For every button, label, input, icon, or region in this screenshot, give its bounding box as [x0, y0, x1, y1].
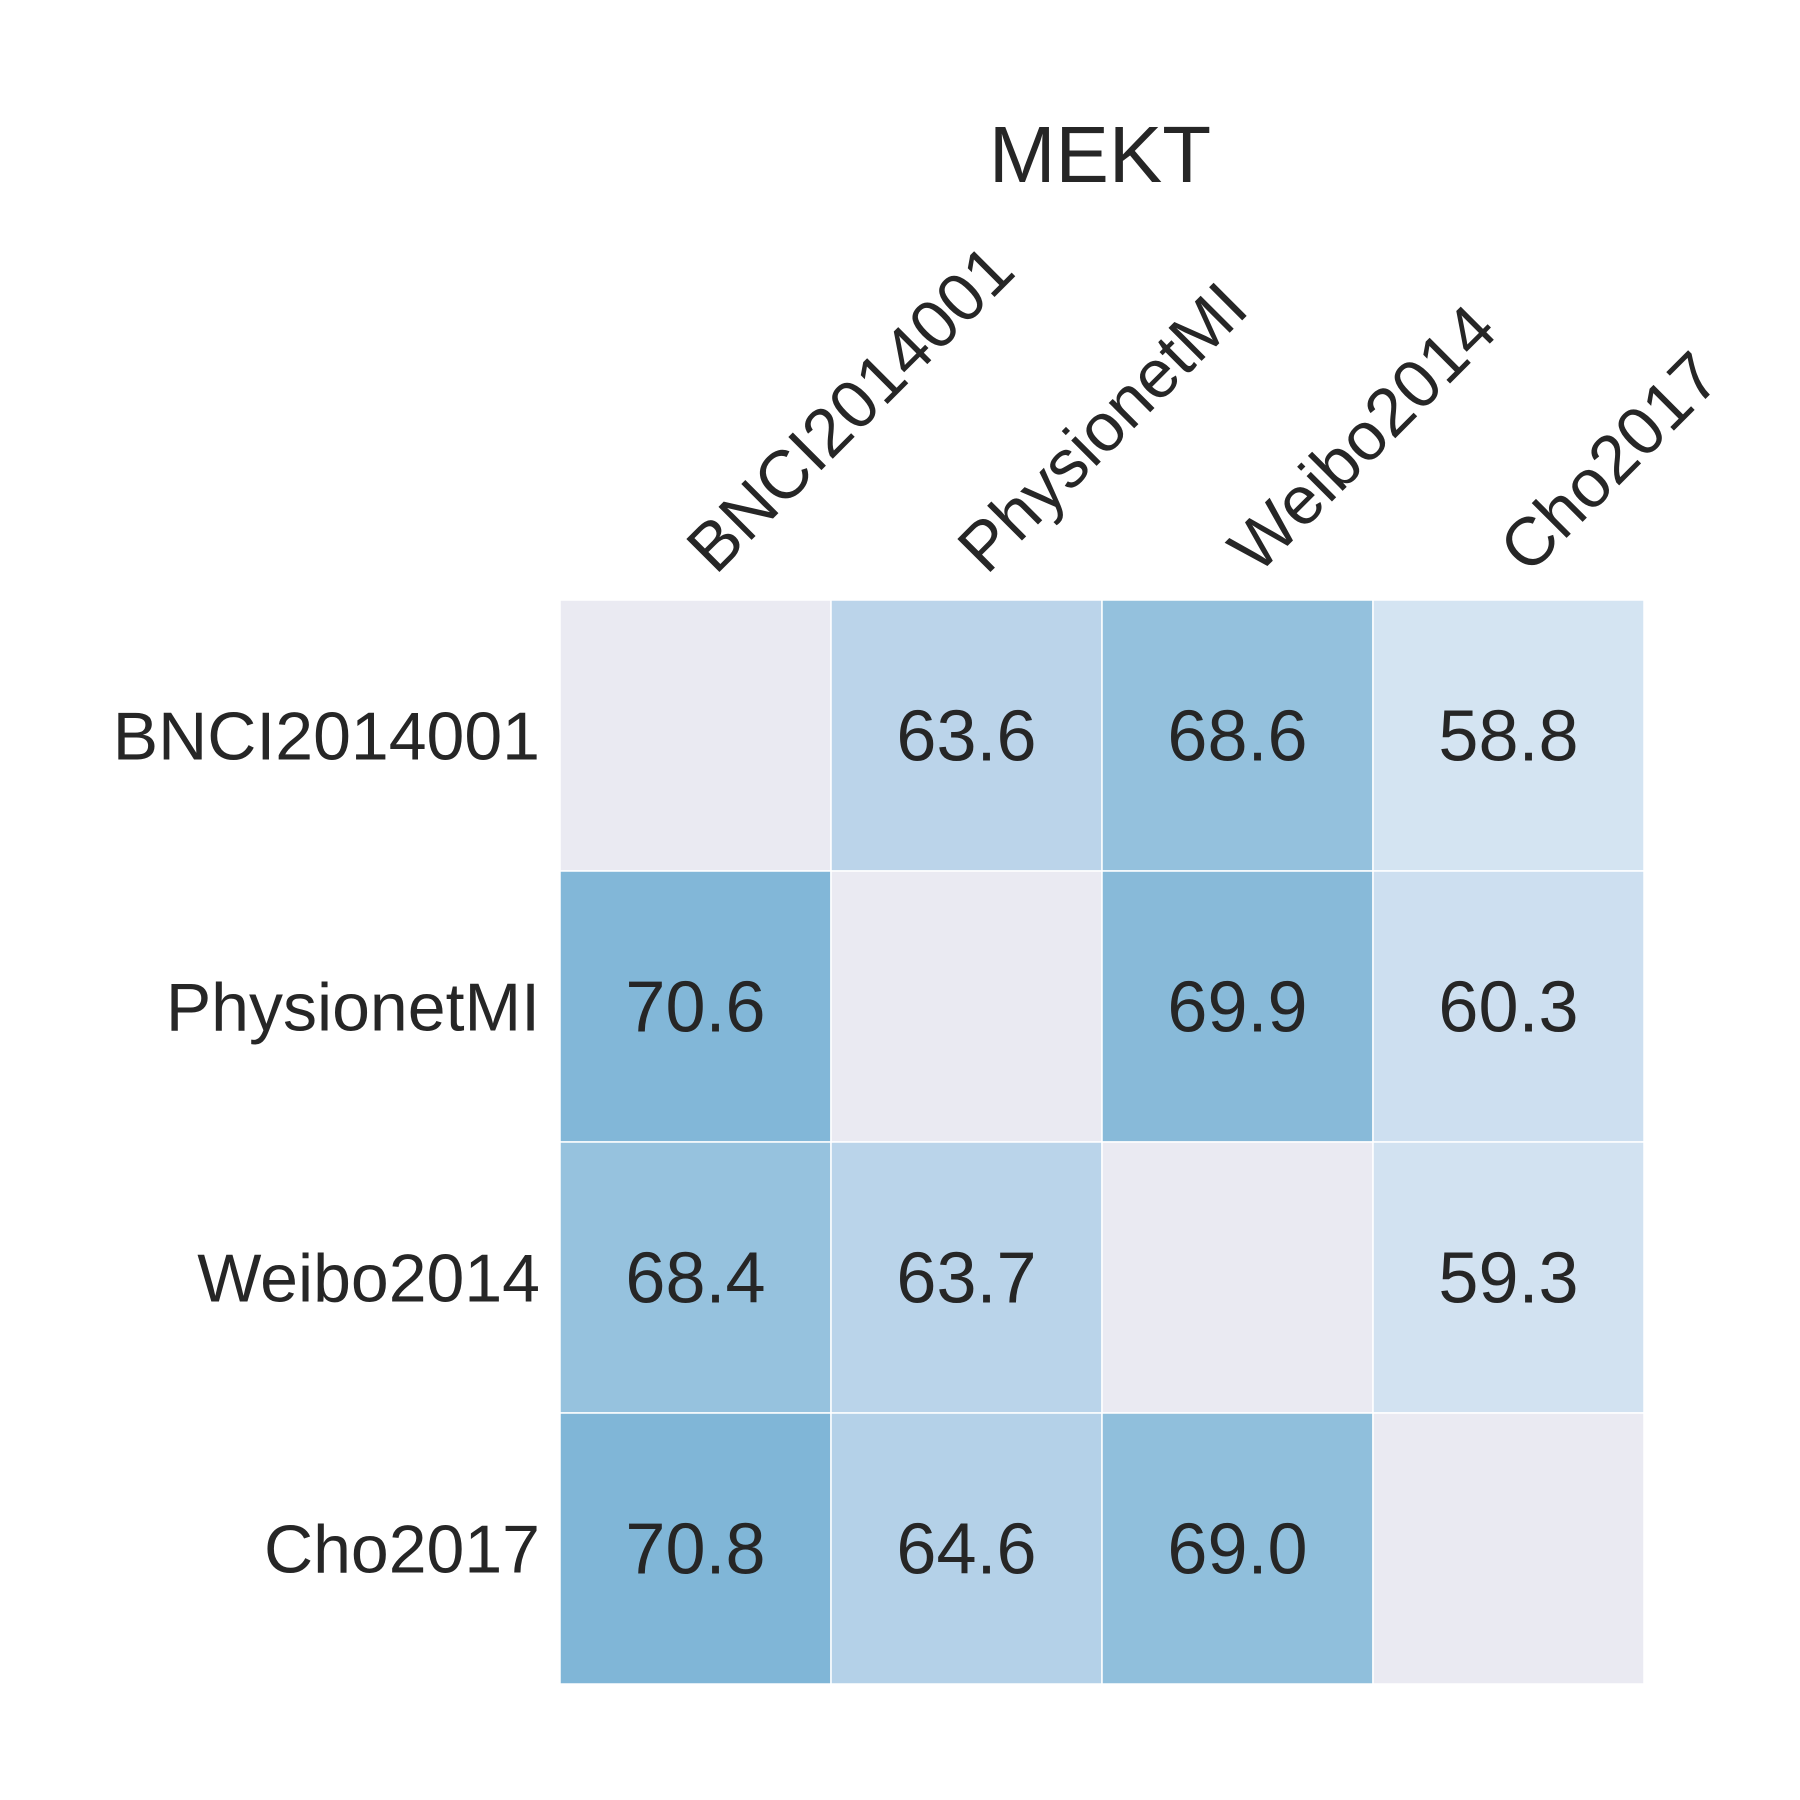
y-tick-label: Weibo2014: [197, 1241, 540, 1317]
cell-value-label: 68.4: [625, 1239, 765, 1319]
heatmap-cell: [1101, 870, 1374, 1143]
heatmap-cell: [559, 599, 832, 872]
cell-value-label: 63.6: [896, 697, 1036, 777]
y-tick-labels: BNCI2014001 PhysionetMI Weibo2014 Cho2017: [113, 699, 540, 1588]
heatmap-cell: [1372, 599, 1645, 872]
heatmap-cell: [830, 599, 1103, 872]
x-tick-label: Weibo2014: [1214, 290, 1510, 586]
cell-value-label: 69.0: [1167, 1510, 1307, 1590]
heatmap-cell: [1101, 1141, 1374, 1414]
y-tick-label: PhysionetMI: [166, 970, 540, 1046]
cell-value-label: 68.6: [1167, 697, 1307, 777]
heatmap-cell: [830, 870, 1103, 1143]
heatmap-cell: [559, 1412, 832, 1685]
heatmap-cell: [1101, 599, 1374, 872]
cell-value-label: 63.7: [896, 1239, 1036, 1319]
y-tick-label: BNCI2014001: [113, 699, 540, 775]
y-tick-label: Cho2017: [264, 1512, 540, 1588]
cell-value-label: 70.6: [625, 968, 765, 1048]
cell-value-label: 59.3: [1438, 1239, 1578, 1319]
heatmap-cell: [1372, 1412, 1645, 1685]
heatmap-cell: [559, 1141, 832, 1414]
heatmap-cells: 63.6 68.6 58.8 70.6 69.9 60.3 68.4 63.7 59.3 70.8…: [559, 599, 1645, 1685]
x-tick-label: Cho2017: [1485, 338, 1734, 587]
cell-value-label: 69.9: [1167, 968, 1307, 1048]
cell-value-label: 58.8: [1438, 697, 1578, 777]
chart-title: MEKT: [989, 110, 1211, 199]
heatmap-cell: [830, 1141, 1103, 1414]
cell-value-label: 64.6: [896, 1510, 1036, 1590]
cell-value-label: 60.3: [1438, 968, 1578, 1048]
cell-value-label: 70.8: [625, 1510, 765, 1590]
heatmap-cell: [1101, 1412, 1374, 1685]
heatmap-cell: [559, 870, 832, 1143]
heatmap-cell: [1372, 870, 1645, 1143]
